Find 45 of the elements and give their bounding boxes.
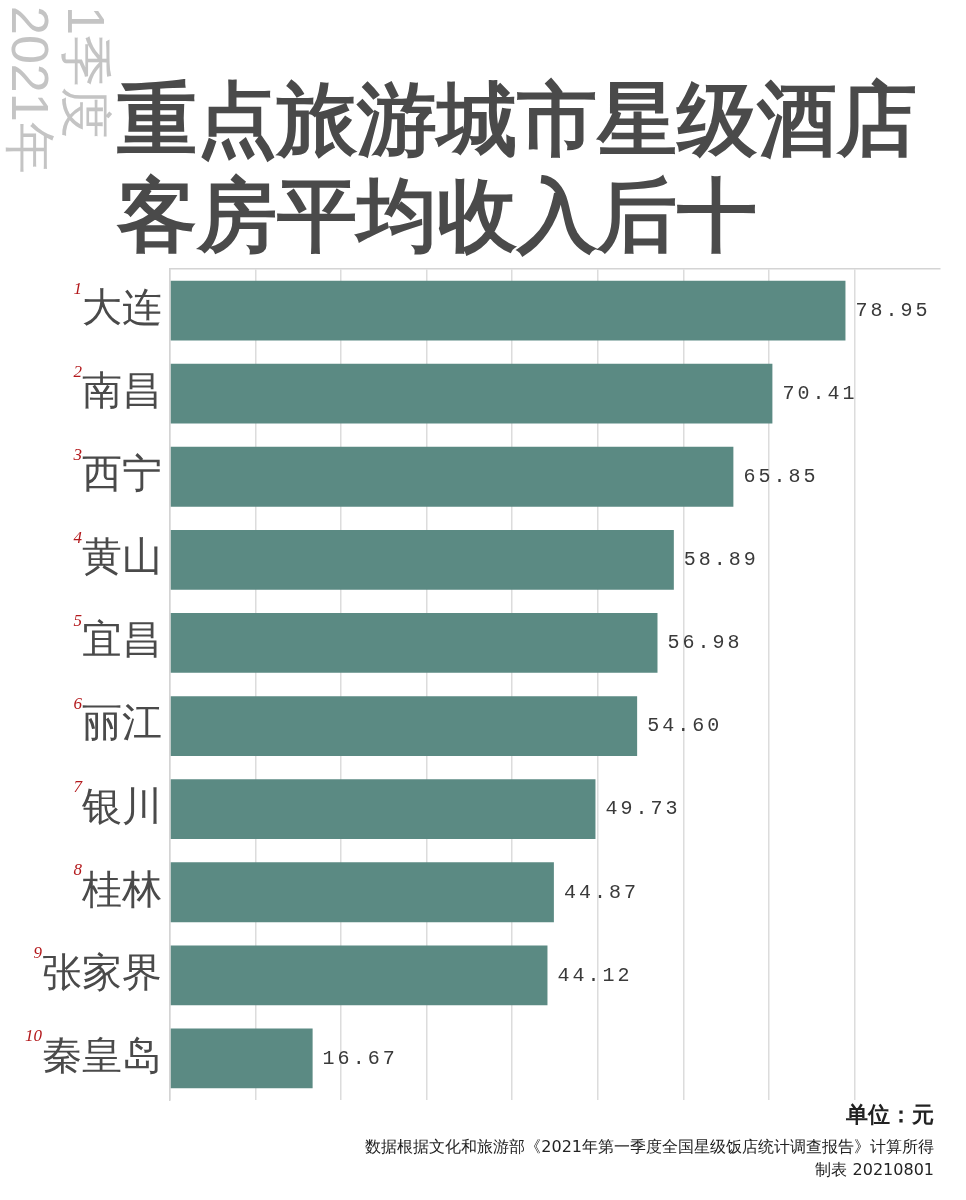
y-tick-label: 宜昌 xyxy=(82,616,162,663)
bar xyxy=(170,363,773,424)
text: 4 xyxy=(73,527,83,547)
bar xyxy=(170,613,658,673)
y-tick-label: 南昌 xyxy=(82,367,162,414)
bar xyxy=(170,1028,313,1089)
text: 8 xyxy=(73,860,83,880)
y-tick-label: 西宁 xyxy=(82,450,162,497)
data-label: 54.60 xyxy=(647,714,723,738)
text: 6 xyxy=(73,694,83,714)
y-tick-label: 张家界 xyxy=(42,948,162,995)
bar xyxy=(170,696,638,756)
bar xyxy=(170,280,846,341)
data-label: 56.98 xyxy=(667,631,743,655)
data-label: 16.67 xyxy=(322,1046,398,1070)
text: 1 xyxy=(73,278,82,298)
bar xyxy=(170,945,548,1006)
data-label: 49.73 xyxy=(605,797,681,821)
data-label: 44.12 xyxy=(557,963,633,987)
bar xyxy=(170,529,674,590)
y-tick-label: 银川 xyxy=(81,782,162,829)
text: 2 xyxy=(73,361,83,381)
data-label: 44.87 xyxy=(563,880,639,904)
y-tick-label: 丽江 xyxy=(82,699,162,746)
data-label: 58.89 xyxy=(683,548,759,572)
text: 制表 20210801 xyxy=(814,1159,934,1181)
y-tick-label: 桂林 xyxy=(81,865,162,912)
text: 3 xyxy=(72,444,82,464)
data-label: 70.41 xyxy=(782,381,858,405)
y-tick-label: 秦皇岛 xyxy=(42,1031,162,1078)
text: 数据根据文化和旅游部《2021年第一季度全国星级饭店统计调查报告》计算所得 xyxy=(365,1136,934,1158)
text: 10 xyxy=(25,1026,43,1046)
text: 9 xyxy=(33,943,43,963)
bar xyxy=(170,446,734,507)
data-label: 78.95 xyxy=(855,298,931,322)
y-tick-label: 黄山 xyxy=(82,533,162,580)
bar xyxy=(170,779,596,840)
data-label: 65.85 xyxy=(743,465,819,489)
chart-title: 重点旅游城市星级酒店客房平均收入后十 xyxy=(117,72,918,264)
text: 7 xyxy=(73,777,84,797)
text: 单位：元 xyxy=(845,1101,934,1129)
chart-subtitle: 2021年 1季度 xyxy=(1,6,115,176)
bar xyxy=(170,862,554,923)
y-tick-label: 大连 xyxy=(82,283,162,330)
text: 5 xyxy=(73,610,82,630)
